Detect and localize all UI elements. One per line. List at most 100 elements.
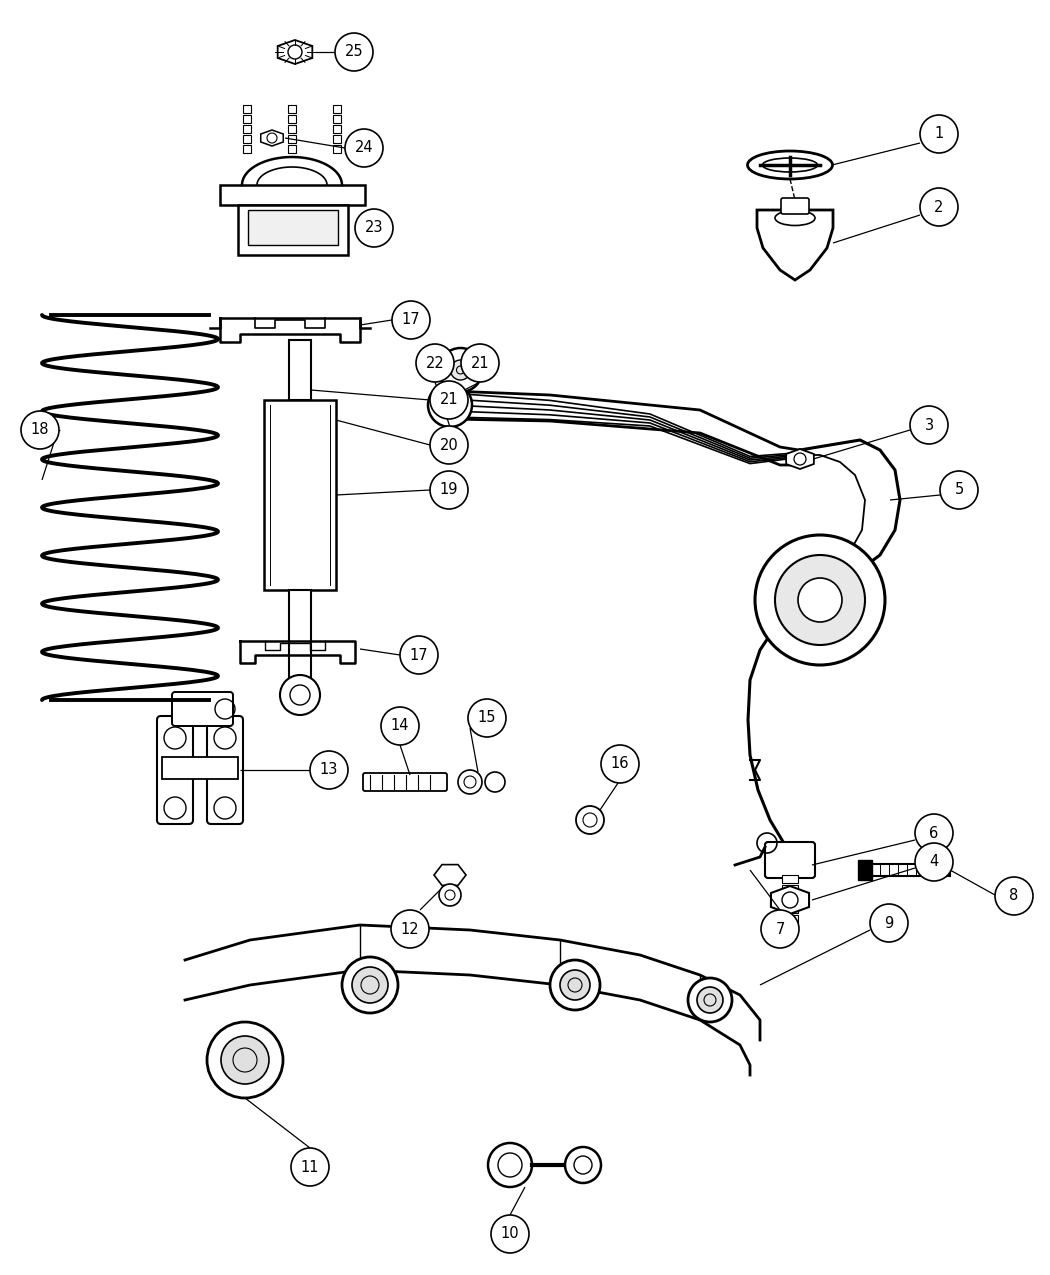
Text: 15: 15 (478, 710, 497, 725)
FancyBboxPatch shape (243, 105, 251, 113)
Circle shape (400, 636, 438, 674)
Circle shape (915, 843, 953, 881)
Circle shape (550, 960, 600, 1010)
Circle shape (920, 115, 958, 153)
Circle shape (870, 904, 908, 942)
Circle shape (391, 910, 429, 949)
Text: 19: 19 (440, 482, 458, 497)
Circle shape (392, 301, 430, 339)
FancyBboxPatch shape (782, 915, 798, 923)
Circle shape (940, 470, 978, 509)
Circle shape (697, 987, 723, 1014)
Text: 1: 1 (934, 126, 944, 142)
Polygon shape (260, 130, 284, 147)
Text: 23: 23 (364, 221, 383, 236)
Text: 6: 6 (929, 825, 939, 840)
Circle shape (288, 45, 302, 59)
FancyBboxPatch shape (238, 205, 348, 255)
Circle shape (910, 405, 948, 444)
Polygon shape (277, 40, 312, 64)
Circle shape (775, 555, 865, 645)
FancyBboxPatch shape (207, 717, 243, 824)
FancyBboxPatch shape (288, 105, 296, 113)
FancyBboxPatch shape (333, 145, 341, 153)
Text: 2: 2 (934, 199, 944, 214)
Circle shape (430, 381, 468, 419)
Circle shape (450, 360, 470, 380)
FancyBboxPatch shape (288, 145, 296, 153)
Circle shape (355, 209, 393, 247)
Circle shape (291, 1148, 329, 1186)
Circle shape (381, 708, 419, 745)
FancyBboxPatch shape (264, 400, 336, 590)
Text: 10: 10 (501, 1227, 520, 1242)
Circle shape (220, 1037, 269, 1084)
Circle shape (565, 1148, 601, 1183)
Circle shape (995, 877, 1033, 915)
Circle shape (310, 751, 348, 789)
Circle shape (440, 395, 460, 414)
FancyBboxPatch shape (858, 861, 871, 880)
FancyBboxPatch shape (363, 773, 447, 790)
FancyBboxPatch shape (243, 135, 251, 143)
FancyBboxPatch shape (220, 185, 365, 205)
FancyBboxPatch shape (288, 115, 296, 122)
Text: 20: 20 (440, 437, 459, 453)
Text: 3: 3 (924, 417, 933, 432)
Circle shape (601, 745, 639, 783)
Circle shape (439, 884, 461, 907)
Text: 18: 18 (30, 422, 49, 437)
Text: 24: 24 (355, 140, 374, 156)
Polygon shape (757, 210, 833, 280)
Circle shape (207, 1023, 284, 1098)
FancyBboxPatch shape (782, 885, 798, 892)
Text: 17: 17 (402, 312, 420, 328)
Text: 16: 16 (611, 756, 629, 771)
FancyBboxPatch shape (248, 210, 338, 245)
Circle shape (342, 958, 398, 1014)
Circle shape (491, 1215, 529, 1253)
Circle shape (430, 470, 468, 509)
FancyBboxPatch shape (765, 842, 815, 878)
Circle shape (920, 187, 958, 226)
Text: 5: 5 (954, 482, 964, 497)
Circle shape (430, 426, 468, 464)
Ellipse shape (748, 150, 833, 178)
Circle shape (798, 578, 842, 622)
Circle shape (352, 966, 388, 1003)
FancyBboxPatch shape (162, 757, 238, 779)
Text: 9: 9 (884, 915, 894, 931)
Text: 25: 25 (344, 45, 363, 60)
FancyBboxPatch shape (781, 198, 809, 214)
FancyBboxPatch shape (333, 125, 341, 133)
Circle shape (280, 674, 320, 715)
Circle shape (267, 133, 277, 143)
FancyBboxPatch shape (172, 692, 233, 725)
FancyBboxPatch shape (782, 895, 798, 903)
Circle shape (468, 699, 506, 737)
Text: 11: 11 (300, 1159, 319, 1174)
FancyBboxPatch shape (870, 864, 950, 876)
Circle shape (576, 806, 604, 834)
Text: 7: 7 (775, 922, 784, 937)
Circle shape (755, 536, 885, 666)
FancyBboxPatch shape (782, 905, 798, 913)
FancyBboxPatch shape (243, 125, 251, 133)
Circle shape (761, 910, 799, 949)
Polygon shape (434, 864, 466, 885)
Circle shape (560, 970, 590, 1000)
Circle shape (21, 411, 59, 449)
Text: 4: 4 (929, 854, 939, 870)
FancyBboxPatch shape (288, 135, 296, 143)
Circle shape (461, 344, 499, 382)
Text: 21: 21 (440, 393, 458, 408)
FancyBboxPatch shape (333, 105, 341, 113)
Text: 13: 13 (320, 762, 338, 778)
Circle shape (488, 1142, 532, 1187)
Polygon shape (771, 886, 810, 914)
Circle shape (458, 770, 482, 794)
FancyBboxPatch shape (333, 135, 341, 143)
Text: 22: 22 (425, 356, 444, 371)
Text: 8: 8 (1009, 889, 1018, 904)
Text: 21: 21 (470, 356, 489, 371)
